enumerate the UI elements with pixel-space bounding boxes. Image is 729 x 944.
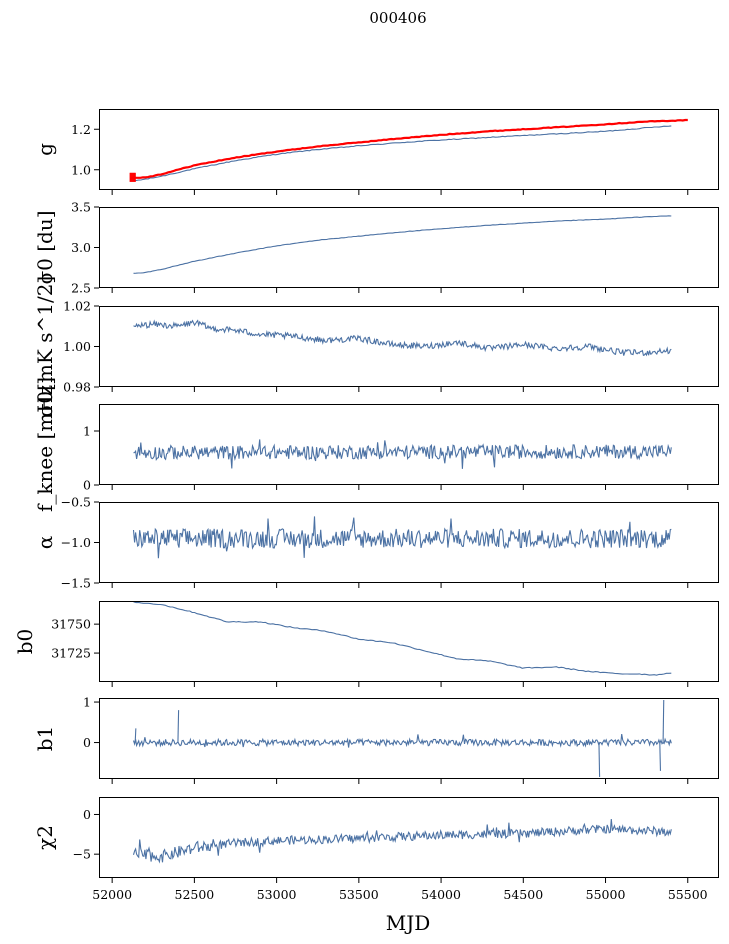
series-spike (662, 700, 665, 743)
series-line-1 (132, 734, 672, 748)
y-axis-label: α (33, 536, 57, 550)
series-line-1 (133, 319, 672, 357)
x-tick-label: 54500 (503, 887, 543, 902)
panel-2: 2.5 3.0 3.5 σ0 [du] (33, 200, 719, 296)
y-tick-label: 1.0 (71, 162, 91, 177)
y-tick-label: 31725 (51, 646, 91, 661)
panel-5: −1.5 −1.0 −0.5 α (33, 495, 719, 591)
panel-frame (99, 109, 719, 190)
series-spike (598, 742, 601, 777)
y-tick-label: 31750 (51, 617, 91, 632)
y-axis-label: σ0[mK s^1/2] (33, 276, 57, 417)
series-spike (659, 742, 662, 771)
panel-8: −5 0 52000 52500 53000 53500 54000 54500 55000 55… (33, 797, 719, 902)
x-tick-label: 53500 (339, 887, 379, 902)
y-axis-label: σ0 [du] (33, 210, 57, 284)
panel-frame (99, 698, 719, 779)
series-line-1 (133, 601, 672, 676)
y-tick-label: −0.5 (61, 495, 91, 510)
panel-3: 0.98 1.00 1.02 σ0[mK s^1/2] (33, 276, 719, 417)
panel-1: 1.0 1.2 g (33, 109, 719, 195)
series-spike (134, 728, 137, 743)
panel-frame (99, 502, 719, 583)
y-tick-label: 3.5 (71, 200, 91, 215)
y-tick-label: −5 (73, 847, 91, 862)
x-tick-label: 55500 (668, 887, 708, 902)
series-line-1 (132, 516, 672, 559)
y-tick-label: −1.0 (61, 535, 91, 550)
series-line-1 (133, 125, 672, 182)
panel-frame (99, 601, 719, 682)
figure-title: 000406 (369, 9, 426, 27)
series-line-1 (133, 215, 672, 274)
series-spike (177, 710, 180, 743)
panel-6: 31725 31750 b0 (13, 601, 719, 687)
panel-frame (99, 404, 719, 485)
series-line-2 (129, 118, 688, 180)
y-axis-label: b1 (33, 726, 57, 752)
y-axis-label: g (33, 143, 57, 156)
y-tick-label: 0 (83, 735, 91, 750)
y-tick-label: 1 (83, 695, 91, 710)
y-tick-label: 1.00 (63, 339, 91, 354)
x-axis-label: MJD (386, 911, 431, 935)
panel-frame (99, 306, 719, 387)
series-line-1 (132, 818, 672, 864)
panel-4: 0 1 f_knee [mHz] (33, 377, 719, 512)
x-tick-label: 52500 (175, 887, 215, 902)
y-tick-label: 0.98 (63, 380, 91, 395)
y-tick-label: −1.5 (61, 576, 91, 591)
x-tick-label: 55000 (586, 887, 626, 902)
x-tick-label: 54000 (421, 887, 461, 902)
panels: 1.0 1.2 g 2.5 3.0 3.5 σ0 [du] 0.98 1.00 1.02 σ0[mK… (13, 109, 719, 902)
y-tick-label: 1 (83, 424, 91, 439)
x-tick-label: 53000 (257, 887, 297, 902)
y-tick-label: 1.2 (71, 122, 91, 137)
y-tick-label: 0 (83, 807, 91, 822)
x-tick-label: 52000 (92, 887, 132, 902)
series-line-1 (133, 439, 672, 469)
panel-frame (99, 207, 719, 288)
y-tick-label: 3.0 (71, 240, 91, 255)
panel-frame (99, 797, 719, 878)
y-tick-label: 2.5 (71, 281, 91, 296)
panel-7: 0 1 b1 (33, 695, 719, 784)
y-tick-label: 0 (83, 478, 91, 493)
y-axis-label: χ2 (33, 825, 57, 850)
y-axis-label: f_knee [mHz] (33, 377, 57, 512)
y-axis-label: b0 (13, 629, 37, 655)
y-tick-label: 1.02 (63, 299, 91, 314)
